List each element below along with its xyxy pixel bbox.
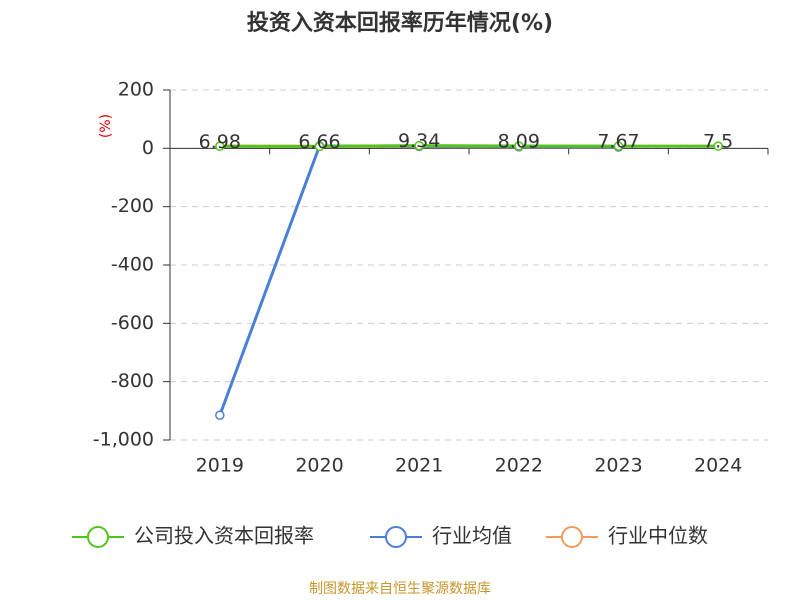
x-tick-label: 2021: [395, 455, 443, 477]
data-point: [314, 141, 325, 152]
legend-marker: [561, 526, 583, 548]
y-tick-label: 0: [142, 137, 154, 159]
x-tick-label: 2023: [594, 455, 642, 477]
data-label: 7.5: [703, 131, 733, 153]
series-line: [219, 144, 719, 148]
x-tick-label: 2020: [295, 455, 343, 477]
series-line: [218, 144, 619, 416]
y-tick-label: -1,000: [93, 429, 154, 451]
legend-marker: [385, 526, 407, 548]
y-tick-label: -600: [111, 312, 154, 334]
y-tick-label: -400: [111, 254, 154, 276]
x-tick-label: 2022: [495, 455, 543, 477]
data-point: [514, 141, 524, 151]
y-tick-label: -200: [111, 195, 154, 217]
data-point: [215, 410, 225, 420]
y-tick-label: 200: [118, 79, 154, 101]
y-tick-label: -800: [111, 370, 154, 392]
data-point: [713, 141, 723, 151]
data-label: 7.67: [597, 131, 639, 153]
x-tick-label: 2019: [196, 455, 244, 477]
data-label: 6.66: [298, 131, 340, 153]
data-label: 8.09: [498, 130, 540, 152]
data-label: 6.98: [199, 131, 241, 153]
legend-label: 公司投入资本回报率: [134, 524, 314, 548]
legend-label: 行业均值: [432, 524, 512, 548]
x-tick-label: 2024: [694, 455, 742, 477]
source-note: 制图数据来自恒生聚源数据库: [309, 581, 491, 597]
chart-title: 投资入资本回报率历年情况(%): [247, 10, 553, 36]
legend-marker: [87, 526, 109, 548]
data-point: [613, 141, 624, 151]
y-axis-label: (%): [98, 114, 114, 138]
data-point: [215, 141, 225, 152]
data-point: [414, 140, 424, 151]
legend-label: 行业中位数: [608, 524, 708, 548]
data-label: 9.34: [398, 130, 440, 152]
